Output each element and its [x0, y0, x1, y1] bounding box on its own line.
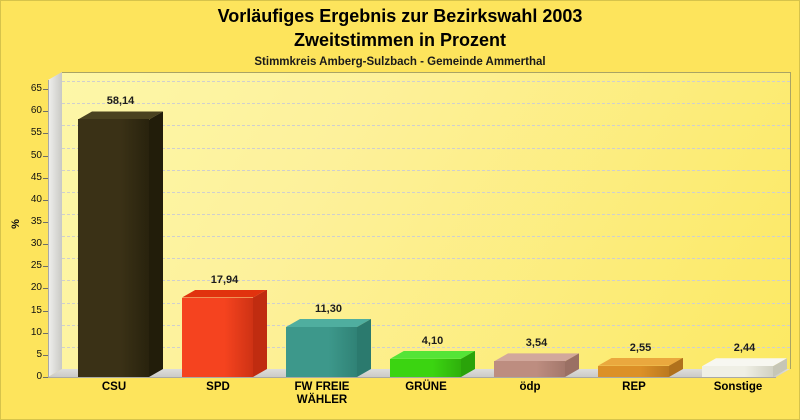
axis-wall: [48, 72, 62, 377]
bar-front-csu: [78, 119, 149, 377]
y-tick: [43, 244, 48, 246]
gridline: [62, 213, 790, 215]
bar-top-rep: [598, 358, 683, 366]
y-tick-label: 5: [36, 348, 42, 360]
y-tick: [43, 199, 48, 201]
x-category-label-sonstige: Sonstige: [713, 381, 763, 393]
x-category-label-fw-freie-waehler: FW FREIE WÄHLER: [294, 381, 350, 406]
plot-border-right: [790, 72, 791, 369]
value-label-csu: 58,14: [106, 95, 135, 108]
y-tick-label: 40: [30, 193, 42, 205]
gridline: [62, 103, 790, 105]
value-label-fw-freie-waehler: 11,30: [315, 302, 342, 315]
y-tick-label: 45: [30, 171, 42, 183]
y-tick: [43, 89, 48, 91]
x-category-label-oedp: ödp: [519, 381, 541, 393]
bar-front-fw-freie-waehler: [286, 326, 357, 377]
y-tick: [43, 177, 48, 179]
y-tick: [43, 133, 48, 135]
chart-title: Vorläufiges Ergebnis zur Bezirkswahl 200…: [217, 6, 583, 26]
y-tick: [43, 221, 48, 223]
bar-top-fw-freie-waehler: [286, 319, 371, 327]
axis-line-left: [48, 80, 49, 377]
y-tick-label: 60: [30, 105, 42, 117]
y-tick-label: 0: [36, 371, 42, 382]
bar-top-sonstige: [702, 358, 787, 366]
bar-front-gruene: [390, 358, 461, 377]
plot-border-top: [62, 72, 790, 73]
y-tick: [43, 111, 48, 113]
y-tick: [43, 354, 48, 356]
chart-header: Vorläufiges Ergebnis zur Bezirkswahl 200…: [0, 4, 800, 68]
bar-side-fw-freie-waehler: [357, 319, 371, 377]
y-tick: [43, 332, 48, 334]
gridline: [62, 280, 790, 282]
gridline: [62, 81, 790, 83]
bar-top-gruene: [390, 351, 475, 359]
y-tick-label: 65: [30, 83, 42, 95]
gridline: [62, 147, 790, 149]
gridline: [62, 191, 790, 193]
bar-front-spd: [182, 297, 253, 377]
y-tick-label: 20: [30, 282, 42, 294]
gridline: [62, 125, 790, 127]
bar-side-spd: [253, 290, 267, 377]
value-label-oedp: 3,54: [525, 337, 548, 350]
gridline: [62, 302, 790, 304]
y-tick-label: 15: [30, 304, 42, 316]
plot-border-bottom: [48, 377, 776, 378]
value-label-rep: 2,55: [629, 341, 652, 354]
bar-front-sonstige: [702, 366, 773, 377]
gridline: [62, 324, 790, 326]
y-tick: [43, 310, 48, 312]
value-label-spd: 17,94: [210, 273, 239, 286]
bar-front-rep: [598, 365, 669, 377]
bar-top-spd: [182, 290, 267, 298]
y-tick: [43, 288, 48, 290]
bar-front-oedp: [494, 361, 565, 377]
gridline: [62, 236, 790, 238]
bar-side-gruene: [461, 351, 475, 377]
x-category-label-rep: REP: [622, 381, 646, 393]
x-category-label-csu: CSU: [101, 381, 127, 393]
y-tick-label: 50: [30, 149, 42, 161]
x-category-label-spd: SPD: [206, 381, 230, 393]
bar-side-csu: [149, 111, 163, 377]
y-tick: [43, 155, 48, 157]
chart-caption: Stimmkreis Amberg-Sulzbach - Gemeinde Am…: [254, 56, 546, 68]
y-tick-label: 35: [30, 215, 42, 227]
bar-top-oedp: [494, 353, 579, 361]
gridline: [62, 258, 790, 260]
gridline: [62, 169, 790, 171]
chart-title-line2: Zweitstimmen in Prozent: [293, 30, 507, 50]
y-tick-label: 10: [30, 326, 42, 338]
y-tick-label: 55: [30, 127, 42, 139]
y-tick: [43, 266, 48, 268]
value-label-sonstige: 2,44: [733, 342, 756, 355]
value-label-gruene: 4,10: [421, 334, 444, 347]
bar-top-csu: [78, 111, 163, 119]
y-tick-label: 25: [30, 260, 42, 272]
gridline: [62, 346, 790, 348]
y-tick: [43, 377, 48, 378]
y-tick-label: 30: [30, 238, 42, 250]
x-category-label-gruene: GRÜNE: [405, 381, 447, 393]
